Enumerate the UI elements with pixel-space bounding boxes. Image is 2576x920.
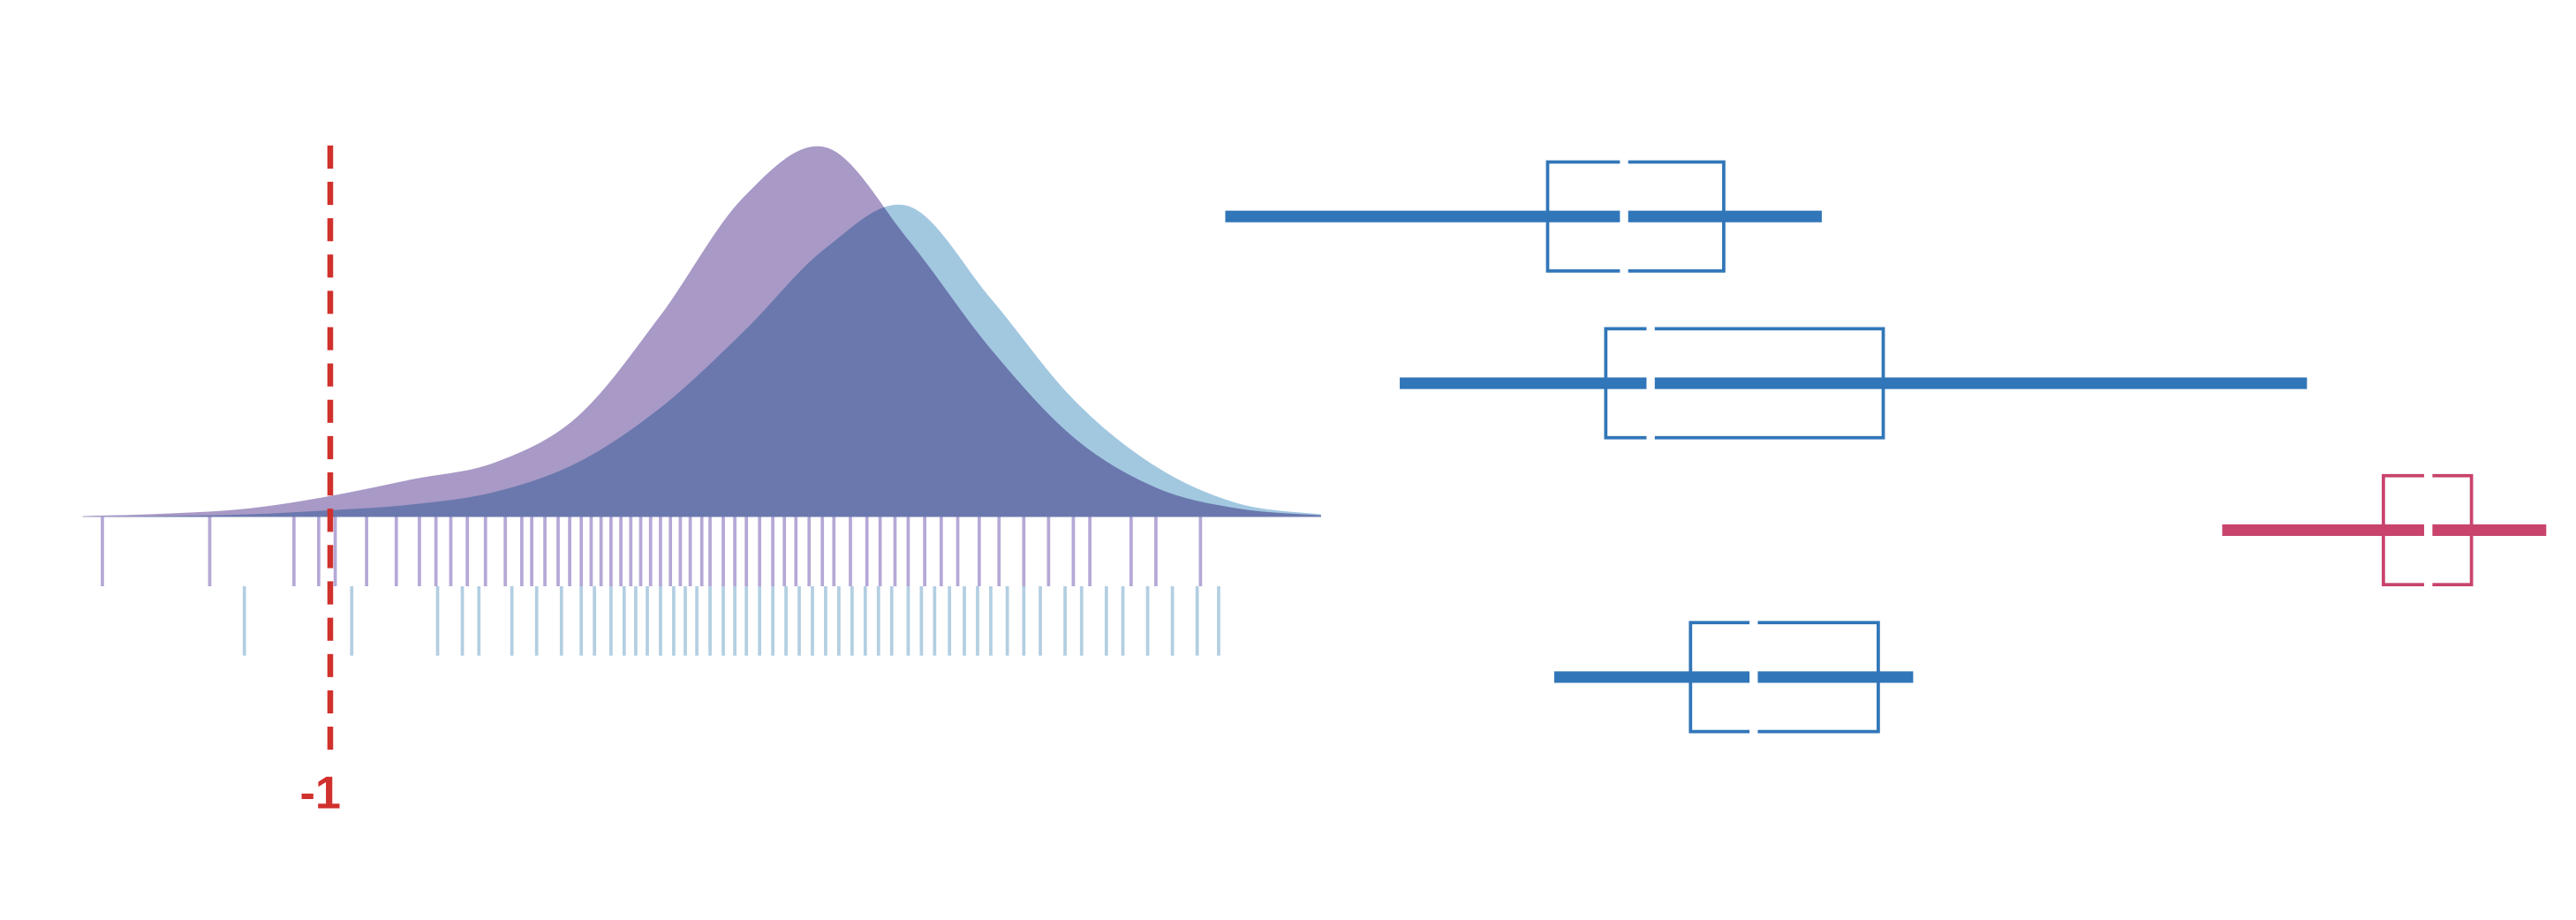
box-body xyxy=(1604,327,1885,440)
box-body xyxy=(1688,621,1880,734)
box-body xyxy=(1545,160,1726,273)
density-area xyxy=(82,204,1321,517)
reference-label: -1 xyxy=(299,767,341,818)
